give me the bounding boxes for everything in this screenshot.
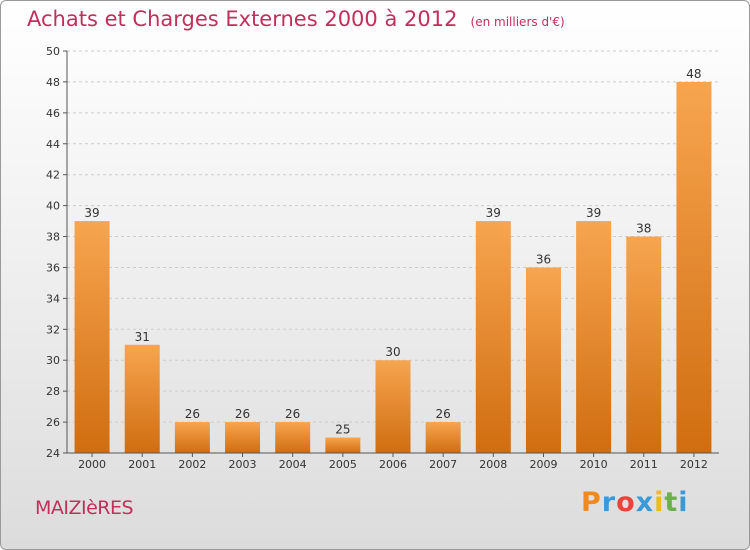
x-tick-label: 2004: [279, 458, 307, 471]
bar: [576, 221, 612, 453]
bar-value-label: 26: [436, 407, 451, 421]
y-tick-label: 42: [46, 169, 60, 182]
bar: [425, 422, 461, 453]
bar: [124, 344, 160, 453]
x-tick-label: 2003: [229, 458, 257, 471]
x-tick-label: 2008: [479, 458, 507, 471]
y-tick-label: 44: [46, 138, 60, 151]
x-tick-label: 2001: [128, 458, 156, 471]
bar-value-label: 39: [84, 206, 99, 220]
bar-value-label: 26: [285, 407, 300, 421]
logo-letter: t: [664, 487, 679, 518]
town-name: MAIZIèRES: [35, 497, 134, 519]
logo-letter: r: [601, 487, 617, 518]
y-tick-label: 38: [46, 231, 60, 244]
bar-value-label: 48: [686, 67, 701, 81]
logo-letter: i: [654, 487, 665, 518]
x-tick-label: 2010: [580, 458, 608, 471]
bar: [375, 360, 411, 453]
bar-value-label: 31: [135, 330, 150, 344]
proxiti-logo: Proxiti: [581, 487, 689, 518]
bar-value-label: 26: [185, 407, 200, 421]
logo-letter: o: [616, 487, 636, 518]
bar-value-label: 39: [586, 206, 601, 220]
logo-letter: x: [635, 487, 655, 518]
chart-subtitle: (en milliers d'€): [470, 15, 565, 29]
logo-letter: i: [678, 487, 689, 518]
x-tick-label: 2011: [630, 458, 658, 471]
x-tick-label: 2006: [379, 458, 407, 471]
y-tick-label: 40: [46, 200, 60, 213]
axis-layer: [63, 50, 719, 457]
y-tick-label: 34: [46, 292, 60, 305]
bar: [275, 422, 311, 453]
chart-title: Achats et Charges Externes 2000 à 2012: [27, 7, 458, 31]
bar: [74, 221, 110, 453]
title-row: Achats et Charges Externes 2000 à 2012 (…: [27, 7, 565, 31]
bar: [225, 422, 261, 453]
x-tick-label: 2009: [529, 458, 557, 471]
label-layer: 24 26 28 30 32 34 36 38 40 42 44 46 48 50 39 2000 31 2001…: [46, 45, 708, 471]
y-tick-label: 36: [46, 261, 60, 274]
bar: [174, 422, 210, 453]
logo-letter: P: [581, 487, 602, 518]
bar: [475, 221, 511, 453]
bar-value-label: 30: [385, 345, 400, 359]
bar-value-label: 25: [335, 423, 350, 437]
bar: [525, 267, 561, 453]
bar: [626, 236, 662, 453]
bar: [676, 81, 712, 453]
x-tick-label: 2002: [178, 458, 206, 471]
y-tick-label: 32: [46, 323, 60, 336]
y-tick-label: 24: [46, 447, 60, 460]
y-tick-label: 48: [46, 76, 60, 89]
x-tick-label: 2007: [429, 458, 457, 471]
bar-value-label: 26: [235, 407, 250, 421]
bar-value-label: 38: [636, 222, 651, 236]
y-tick-label: 50: [46, 45, 60, 58]
y-tick-label: 30: [46, 354, 60, 367]
y-tick-label: 46: [46, 107, 60, 120]
bar: [325, 437, 361, 453]
bar-value-label: 39: [486, 206, 501, 220]
x-tick-label: 2000: [78, 458, 106, 471]
x-tick-label: 2012: [680, 458, 708, 471]
bar-layer: [74, 81, 712, 453]
y-tick-label: 26: [46, 416, 60, 429]
y-tick-label: 28: [46, 385, 60, 398]
x-tick-label: 2005: [329, 458, 357, 471]
bar-value-label: 36: [536, 252, 551, 266]
